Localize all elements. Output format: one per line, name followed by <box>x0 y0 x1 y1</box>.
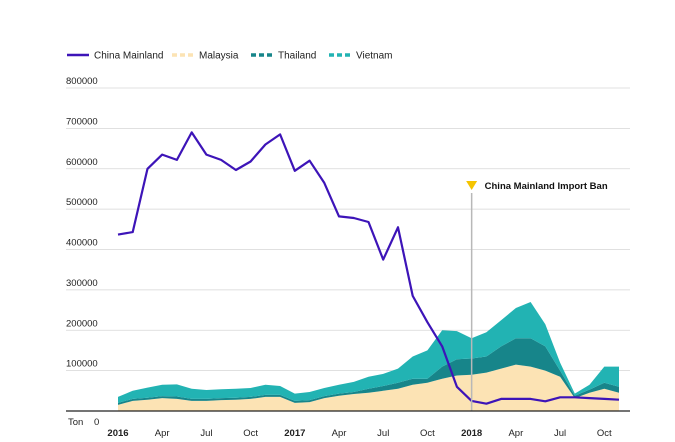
legend: China Mainland Malaysia Thailand Vietnam <box>67 51 393 62</box>
x-tick-label-apr: Apr <box>155 428 170 439</box>
gridlines <box>66 87 630 372</box>
import-ban-marker-icon <box>466 181 478 190</box>
y-tick-label-600000: 600000 <box>66 157 98 168</box>
unit-label: Ton <box>68 417 83 428</box>
y-tick-label-0: 0 <box>94 417 99 428</box>
x-tick-label-apr: Apr <box>508 428 523 439</box>
axes: 0 100000 200000 300000 400000 500000 600000 700… <box>66 76 630 439</box>
y-tick-label-400000: 400000 <box>66 238 98 249</box>
x-tick-label-2017: 2017 <box>284 428 305 439</box>
y-tick-label-700000: 700000 <box>66 116 98 127</box>
legend-label-thailand: Thailand <box>278 51 316 62</box>
y-tick-label-100000: 100000 <box>66 359 98 370</box>
x-tick-label-jul: Jul <box>554 428 566 439</box>
x-tick-label-oct: Oct <box>597 428 612 439</box>
y-tick-label-800000: 800000 <box>66 76 98 87</box>
legend-label-china-mainland: China Mainland <box>94 51 164 62</box>
line-series <box>117 131 620 405</box>
area-vietnam <box>118 302 619 403</box>
x-tick-label-oct: Oct <box>243 428 258 439</box>
legend-label-malaysia: Malaysia <box>199 51 239 62</box>
area-thailand <box>118 338 619 405</box>
x-tick-label-2016: 2016 <box>107 428 128 439</box>
x-tick-label-apr: Apr <box>332 428 347 439</box>
import-ban-label: China Mainland Import Ban <box>485 181 608 192</box>
y-tick-label-200000: 200000 <box>66 318 98 329</box>
annotation-import-ban: China Mainland Import Ban <box>466 181 608 411</box>
x-tick-label-oct: Oct <box>420 428 435 439</box>
x-tick-label-2018: 2018 <box>461 428 482 439</box>
y-tick-label-500000: 500000 <box>66 197 98 208</box>
line-china-mainland <box>117 131 620 405</box>
x-tick-label-jul: Jul <box>200 428 212 439</box>
y-tick-label-300000: 300000 <box>66 278 98 289</box>
legend-label-vietnam: Vietnam <box>356 51 393 62</box>
area-series <box>118 302 619 411</box>
x-tick-label-jul: Jul <box>377 428 389 439</box>
area-malaysia <box>118 364 619 411</box>
